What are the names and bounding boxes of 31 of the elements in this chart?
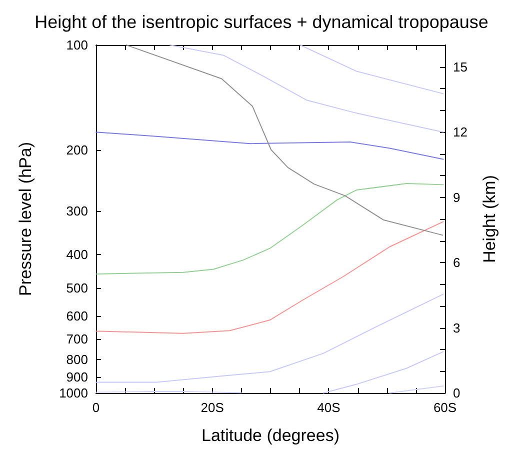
- y2-tick-label: 6: [453, 255, 460, 270]
- y2-tick-label: 12: [453, 124, 468, 140]
- y-tick-label: 300: [66, 204, 88, 219]
- x-axis-title: Latitude (degrees): [202, 426, 340, 445]
- y2-tick-label: 3: [453, 320, 460, 336]
- y-tick-label: 900: [66, 370, 88, 385]
- y-tick-label: 200: [66, 142, 88, 158]
- y-tick-label: 100: [66, 38, 88, 52]
- x-tick-label: 20S: [200, 400, 224, 415]
- y-tick-label: 500: [66, 280, 88, 296]
- line-series: [96, 132, 444, 160]
- line-series: [169, 44, 444, 133]
- x-tick-label: 0: [92, 400, 100, 415]
- y2-tick-label: 0: [453, 386, 460, 400]
- y2-tick-label: 15: [453, 59, 468, 74]
- y-tick-label: 800: [66, 352, 88, 367]
- chart-title: Height of the isentropic surfaces + dynamical tropopause: [34, 12, 488, 32]
- line-series: [96, 294, 444, 383]
- y-tick-label: 400: [66, 247, 88, 262]
- line-series: [322, 351, 444, 394]
- y-tick-label: 600: [66, 308, 88, 324]
- x-tick-label: 40S: [317, 400, 341, 415]
- line-series: [96, 182, 444, 274]
- y-axis-title: Pressure level (hPa): [16, 142, 35, 296]
- y2-axis-title: Height (km): [480, 175, 499, 263]
- y-tick-label: 1000: [59, 386, 88, 400]
- y2-tick-label: 9: [453, 190, 460, 205]
- y-tick-label: 700: [66, 332, 88, 347]
- line-series: [126, 44, 444, 236]
- x-tick-label: 60S: [433, 400, 457, 415]
- line-series: [96, 221, 444, 334]
